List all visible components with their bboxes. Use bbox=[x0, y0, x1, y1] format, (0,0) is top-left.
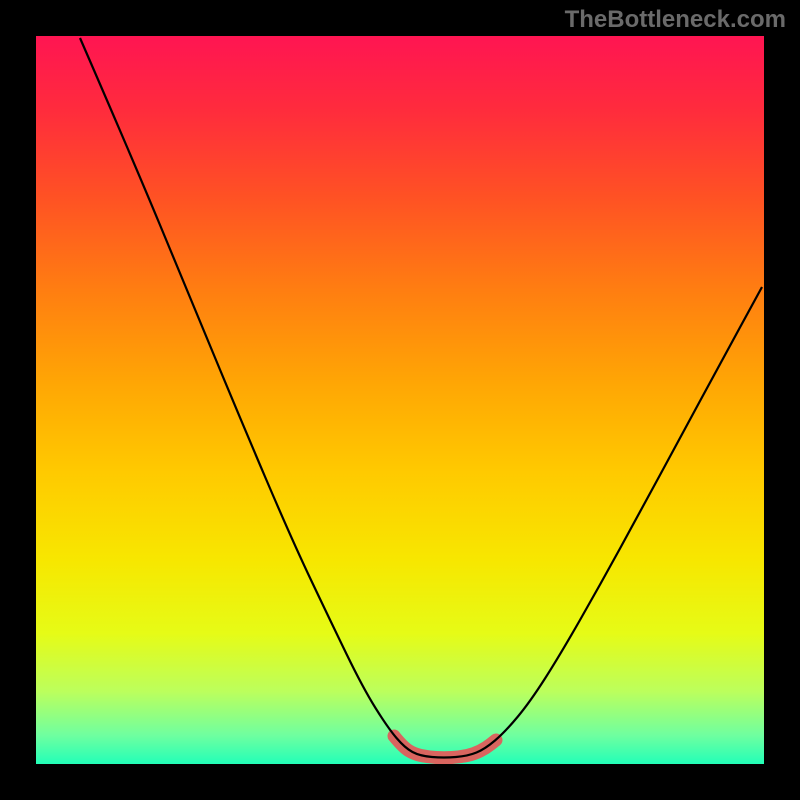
chart-container: TheBottleneck.com bbox=[0, 0, 800, 800]
watermark-text: TheBottleneck.com bbox=[565, 6, 786, 34]
bottleneck-chart bbox=[0, 0, 800, 800]
chart-background bbox=[36, 36, 764, 764]
